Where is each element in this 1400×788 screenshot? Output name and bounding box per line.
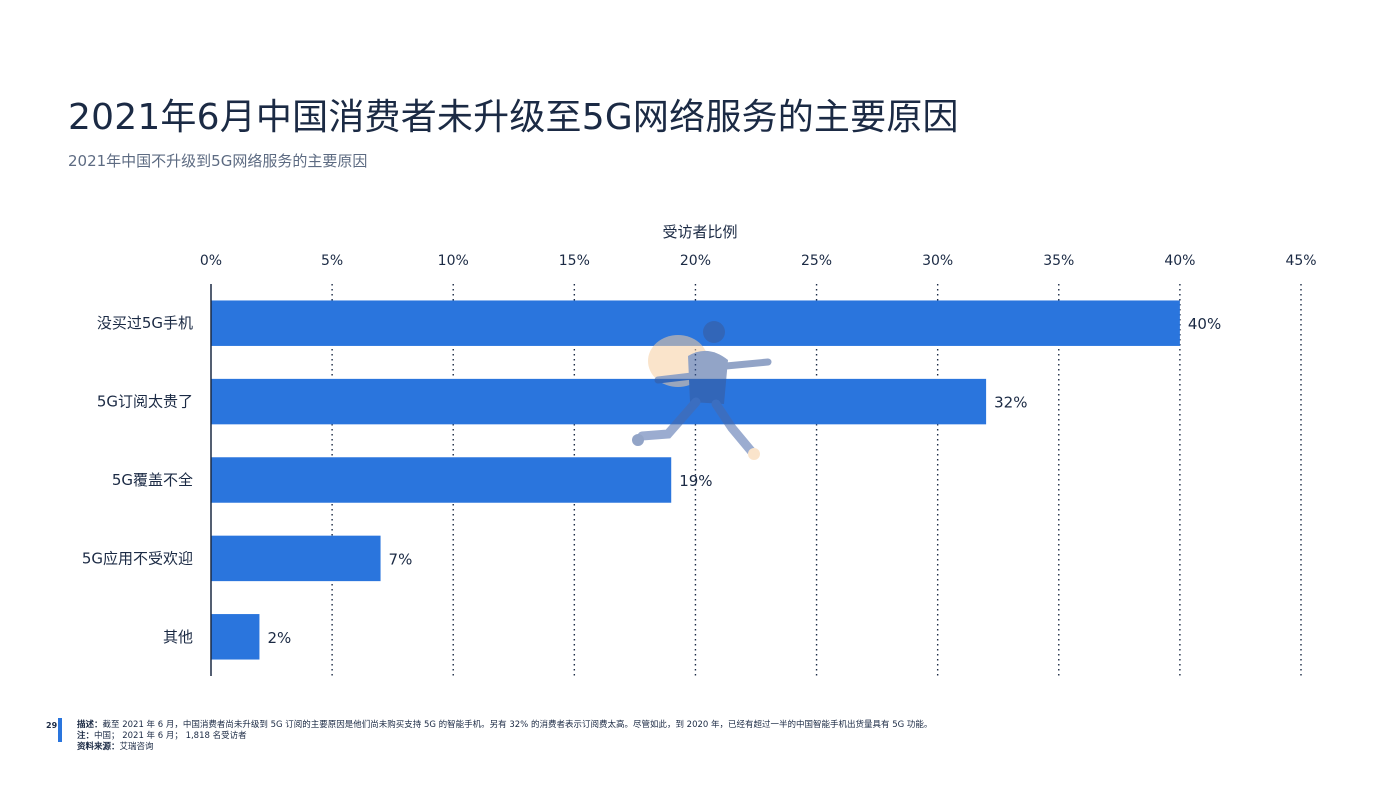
- footer-accent-bar: [58, 718, 62, 742]
- footer-source: 资料来源：艾瑞咨询: [77, 742, 154, 752]
- footer: 29 描述：截至 2021 年 6 月，中国消费者尚未升级到 5G 订阅的主要原…: [40, 718, 1370, 758]
- value-labels: 40% 32% 19% 7% 2%: [267, 315, 1221, 647]
- x-tick-label: 15%: [559, 253, 590, 269]
- running-person-icon: [632, 321, 772, 460]
- category-label: 5G应用不受欢迎: [82, 549, 193, 567]
- footer-note: 注：中国； 2021 年 6 月； 1,818 名受访者: [77, 731, 247, 741]
- footer-description: 描述：截至 2021 年 6 月，中国消费者尚未升级到 5G 订阅的主要原因是他…: [77, 720, 933, 730]
- bar: [211, 457, 672, 503]
- x-tick-labels: 0% 5% 10% 15% 20% 25% 30% 35% 40% 45%: [200, 253, 1317, 269]
- x-tick-label: 45%: [1285, 253, 1316, 269]
- x-axis-title: 受访者比例: [662, 223, 737, 241]
- chart-bars: [211, 300, 1180, 660]
- x-tick-label: 40%: [1164, 253, 1195, 269]
- page-title: 2021年6月中国消费者未升级至5G网络服务的主要原因: [68, 97, 959, 138]
- category-label: 5G订阅太贵了: [97, 393, 193, 411]
- page-number: 29: [46, 721, 58, 730]
- bar: [211, 378, 987, 425]
- value-label: 32%: [994, 394, 1027, 412]
- x-tick-label: 30%: [922, 253, 953, 269]
- value-label: 19%: [679, 472, 712, 490]
- category-label: 5G覆盖不全: [112, 471, 193, 489]
- x-tick-label: 20%: [680, 253, 711, 269]
- bar: [211, 535, 381, 582]
- category-label: 其他: [163, 628, 193, 646]
- bar: [211, 614, 260, 660]
- x-tick-label: 10%: [438, 253, 469, 269]
- value-label: 7%: [389, 550, 413, 568]
- x-tick-label: 35%: [1043, 253, 1074, 269]
- value-label: 40%: [1188, 315, 1221, 333]
- value-label: 2%: [267, 629, 291, 647]
- footer-notes: 描述：截至 2021 年 6 月，中国消费者尚未升级到 5G 订阅的主要原因是他…: [77, 720, 932, 753]
- x-tick-label: 5%: [321, 253, 343, 269]
- x-tick-label: 25%: [801, 253, 832, 269]
- bar: [211, 300, 1180, 346]
- page-subtitle: 2021年中国不升级到5G网络服务的主要原因: [68, 152, 368, 170]
- category-label: 没买过5G手机: [97, 314, 193, 332]
- x-tick-label: 0%: [200, 253, 222, 269]
